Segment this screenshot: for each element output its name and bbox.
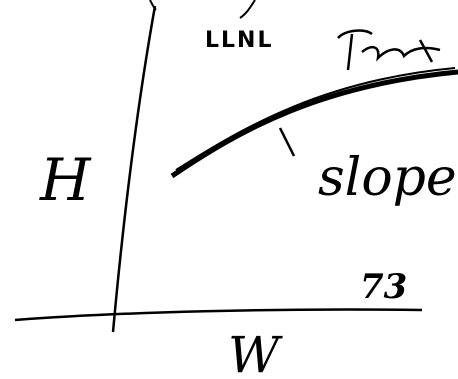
sketch: LLNL H W 73 slope: [0, 0, 458, 379]
page: LLNL H W 73 slope (() => { const data = …: [0, 0, 458, 379]
lab-label: LLNL: [205, 28, 273, 53]
page-number: 73: [360, 267, 407, 307]
y-axis-label: H: [39, 146, 92, 214]
annotation: slope: [318, 148, 457, 208]
x-axis-label: W: [228, 326, 283, 379]
